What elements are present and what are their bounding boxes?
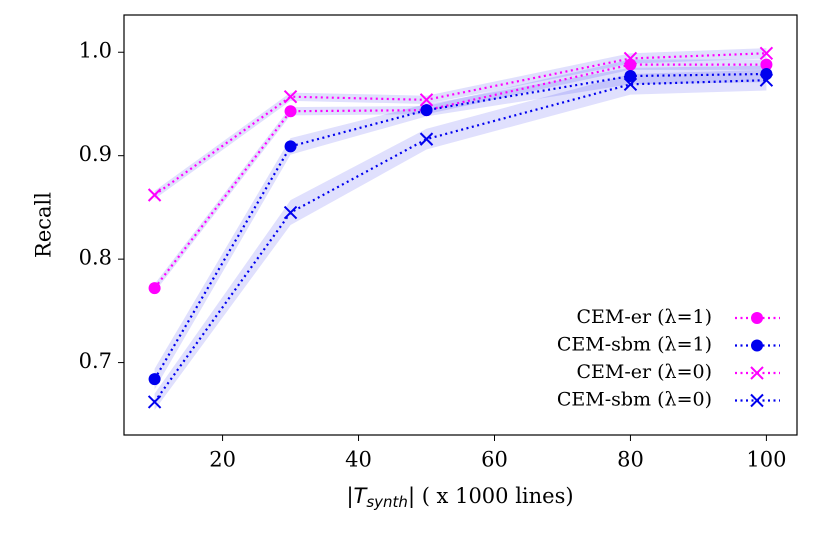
y-tick-label: 1.0: [79, 39, 112, 63]
point: [419, 93, 434, 107]
legend-marker: [751, 312, 763, 324]
point: [760, 58, 773, 71]
point: [623, 51, 638, 66]
y-tick-label: 0.7: [79, 349, 112, 373]
legend-label: CEM-er (λ=0): [576, 361, 712, 383]
point: [284, 105, 297, 118]
y-tick-label: 0.8: [79, 246, 112, 270]
point: [624, 70, 637, 83]
point: [759, 46, 774, 60]
legend-marker: [751, 339, 763, 352]
point: [623, 77, 638, 92]
legend-label: CEM-sbm (λ=0): [557, 389, 712, 411]
x-tick-label: 20: [209, 448, 236, 472]
point: [283, 90, 298, 104]
x-label-part: T: [354, 484, 369, 508]
legend-marker: [750, 393, 764, 408]
point: [759, 73, 774, 87]
error-band: [154, 59, 767, 293]
x-axis-label: |Tsynth| ( x 1000 lines): [346, 484, 573, 511]
legend-marker: [750, 366, 764, 380]
x-label-part: synth: [366, 493, 408, 511]
plot-frame: [123, 14, 798, 436]
legend-label: CEM-er (λ=1): [576, 306, 712, 328]
x-tick-label: 40: [345, 448, 372, 472]
point: [148, 282, 161, 295]
x-label-part: ( x 1000 lines): [415, 484, 574, 508]
x-label-part: |: [346, 484, 353, 509]
y-axis-label: Recall: [32, 192, 56, 258]
error-band: [154, 65, 767, 390]
point: [420, 104, 433, 117]
point: [284, 140, 297, 153]
x-tick-label: 80: [617, 448, 644, 472]
x-tick-label: 60: [481, 448, 508, 472]
point: [147, 188, 162, 202]
line: [153, 79, 767, 403]
legend-label: CEM-sbm (λ=1): [557, 334, 712, 356]
point: [283, 205, 298, 220]
x-tick-label: 100: [746, 448, 786, 472]
x-label-part: |: [408, 484, 415, 509]
point: [760, 67, 773, 80]
point: [419, 132, 434, 146]
error-band: [154, 69, 767, 411]
point: [147, 395, 162, 409]
y-tick-label: 0.9: [79, 142, 112, 166]
point: [148, 373, 161, 386]
point: [624, 58, 637, 71]
